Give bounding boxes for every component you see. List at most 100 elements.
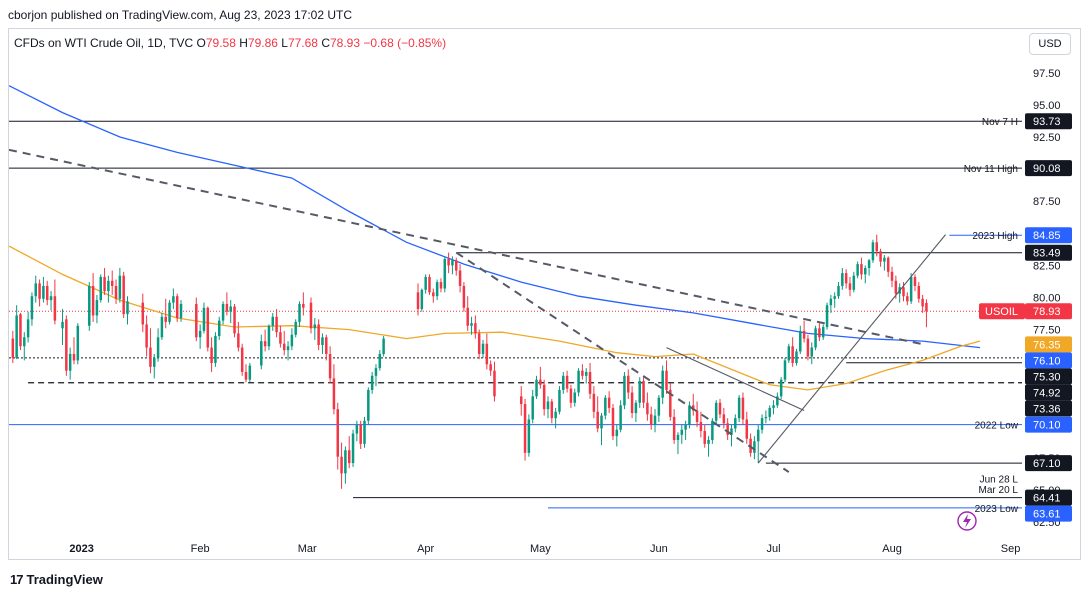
candle-body [206,307,210,348]
level-name-label: 2023 Low [975,504,1019,515]
legend-close-label: C [321,36,330,50]
candle-body [745,419,749,439]
candle-body [649,414,653,425]
price-badge-label: 67.10 [1033,458,1061,470]
price-badge [1025,505,1072,522]
price-badge [1025,113,1072,130]
candle-body [523,404,527,453]
candle-body [661,370,664,398]
candle-body [355,424,359,434]
candle-body [695,410,699,423]
candle-body [776,396,779,406]
candle-body [596,411,599,429]
candle-body [642,380,645,403]
price-badge-label: 76.35 [1033,339,1061,351]
candle-body [519,396,523,405]
trendline-uptrend-support [757,234,946,464]
candle-body [630,392,634,414]
candle-body [175,296,179,319]
candle-body [562,375,565,390]
chart-frame[interactable] [8,28,1081,560]
x-axis-tick-label: Sep [1001,543,1021,555]
candle-body [248,365,252,380]
sma50-line [9,245,981,391]
price-badge-label: 73.36 [1033,403,1061,415]
legend-open: 79.58 [205,36,236,50]
candle-body [791,346,794,363]
candle-body [298,303,301,322]
currency-button[interactable]: USD [1029,33,1071,55]
candle-body [53,296,57,321]
candle-body [198,330,202,338]
candle-body [229,306,232,312]
candle-body [795,351,798,363]
candle-body [141,302,145,325]
candle-body [23,337,26,347]
candle-body [646,402,649,415]
price-badge-label: 90.08 [1033,163,1061,175]
candle-body [26,319,30,338]
candle-body [474,323,477,334]
candle-body [290,334,294,347]
candle-body [217,320,221,337]
candle-body [554,411,557,419]
candle-body [722,414,726,424]
legend-low-label: L [281,36,288,50]
candle-body [634,402,638,414]
candle-body [550,401,554,419]
candle-body [122,275,125,315]
candle-body [38,283,41,299]
candle-body [883,257,886,262]
candle-body [103,276,106,292]
price-badge [1025,160,1072,177]
price-badge-label: 63.61 [1033,509,1061,521]
candle-body [806,338,810,357]
candle-body [202,307,206,331]
candle-body [917,285,921,299]
symbol-badge [979,303,1025,320]
candle-body [760,418,764,430]
level-name-label: 2023 High [972,231,1018,242]
legend-open-label: O [196,36,206,50]
candle-body [149,347,152,367]
y-axis-tick-label: 97.50 [1033,68,1061,80]
candle-body [260,341,263,366]
price-badge-label: 83.49 [1033,248,1061,260]
price-badge-label: 84.85 [1033,230,1061,242]
candle-body [852,275,856,290]
candle-body [535,379,538,397]
candle-body [734,418,737,429]
candle-body [454,260,458,271]
candle-body [753,441,756,453]
candle-body [527,419,531,453]
y-axis-tick-label: 92.50 [1033,132,1061,144]
candle-body [764,416,768,419]
candle-body [818,328,821,338]
candle-body [841,273,844,286]
candle-body [168,302,171,322]
y-axis-tick-label: 77.50 [1033,325,1061,337]
price-badge-label: 75.30 [1033,371,1061,383]
candle-body [424,276,427,290]
candle-body [925,302,928,312]
candle-body [428,276,431,293]
candle-body [470,323,473,326]
tradingview-logo[interactable]: 17 TradingView [10,572,103,587]
candle-body [88,285,91,326]
candle-body [42,285,45,299]
candle-body [110,280,114,286]
candle-body [871,242,875,261]
candle-body [145,324,148,348]
y-axis-tick-label: 87.50 [1033,196,1061,208]
candle-body [210,347,213,363]
trendline-june-descending [666,347,805,411]
candle-body [263,341,267,347]
candle-body [699,422,703,432]
candle-body [825,305,829,328]
legend-close: 78.93 [330,36,361,50]
candle-body [432,292,435,297]
candle-body [909,276,913,302]
candle-body [829,298,833,306]
candle-body [718,402,722,415]
